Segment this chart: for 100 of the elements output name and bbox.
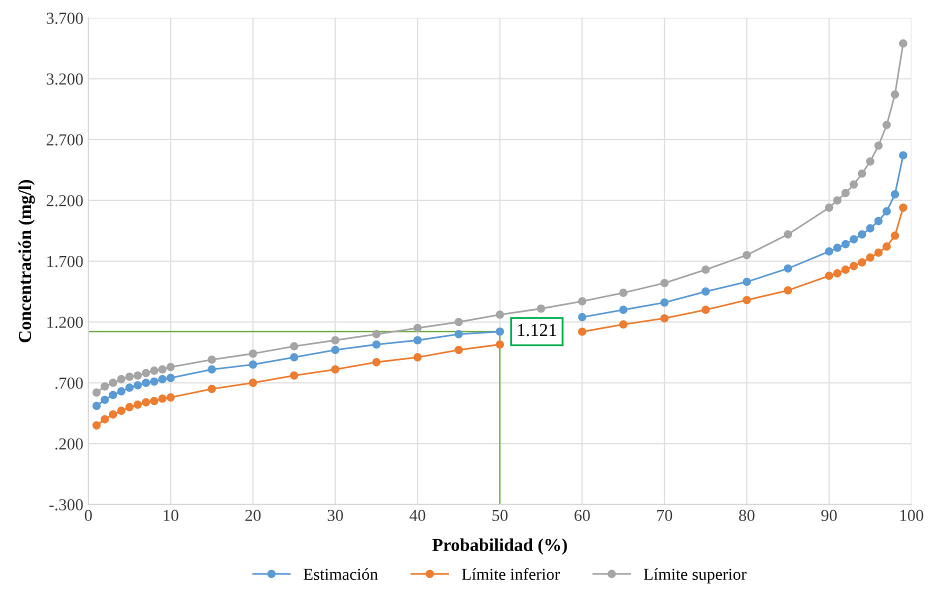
point [331, 336, 340, 344]
point [372, 358, 381, 366]
point [619, 288, 628, 297]
point [208, 365, 216, 374]
point [108, 390, 118, 400]
point [866, 253, 874, 262]
point [331, 346, 340, 354]
point [158, 394, 167, 403]
point [248, 378, 258, 387]
y-tick-label: 1.700 [47, 256, 83, 268]
point [92, 388, 101, 397]
x-tick-label: 40 [410, 510, 426, 522]
point [290, 342, 298, 350]
point [142, 368, 150, 378]
point [874, 248, 883, 257]
point [142, 398, 150, 406]
x-tick-label: 0 [84, 510, 92, 522]
point [134, 400, 142, 409]
x-tick-label: 20 [245, 510, 261, 522]
point [290, 353, 298, 362]
point [413, 353, 422, 362]
point [208, 356, 216, 364]
y-tick-label: .200 [55, 438, 83, 450]
point [290, 371, 298, 380]
point [660, 298, 669, 307]
point [742, 278, 751, 286]
point [858, 230, 866, 239]
point [833, 244, 842, 252]
point [454, 330, 463, 338]
point [742, 250, 751, 260]
x-tick-label: 50 [492, 510, 508, 522]
point [660, 314, 669, 323]
point [108, 378, 118, 387]
point [372, 340, 381, 349]
point [100, 415, 109, 424]
point [701, 287, 710, 296]
point [899, 39, 908, 48]
point [890, 190, 900, 198]
point [150, 396, 158, 406]
point [858, 169, 866, 178]
point [882, 207, 891, 216]
point [850, 235, 858, 244]
y-tick-label: 2.700 [46, 134, 83, 146]
point [134, 381, 142, 390]
point [92, 402, 101, 410]
y-tick-label: 1.200 [47, 316, 83, 328]
point [100, 396, 109, 404]
legend-label: Límite superior [644, 568, 746, 584]
point [248, 349, 258, 358]
x-tick-label: 90 [821, 510, 837, 522]
point [117, 387, 126, 396]
point [742, 296, 751, 304]
point [100, 382, 109, 391]
legend-label: Límite inferior [462, 568, 560, 580]
point [134, 371, 142, 380]
point [890, 90, 900, 99]
y-tick-label: 3.700 [46, 12, 83, 24]
point [784, 264, 792, 273]
point [824, 247, 834, 256]
point [496, 310, 504, 319]
point [454, 318, 463, 326]
point [166, 374, 175, 382]
point [208, 384, 216, 394]
point [331, 365, 340, 374]
y-axis-title: Concentración (mg/l) [18, 180, 35, 342]
point [833, 196, 842, 205]
point [496, 340, 504, 349]
point [882, 242, 891, 251]
point [890, 231, 900, 240]
point [701, 266, 710, 274]
point [833, 269, 842, 278]
point [578, 328, 586, 336]
point [841, 240, 850, 248]
point [619, 306, 628, 314]
point [92, 421, 101, 430]
point [866, 157, 874, 166]
y-tick-label: .700 [55, 378, 83, 389]
point [899, 151, 908, 160]
point [858, 258, 866, 267]
point [850, 262, 858, 270]
point [142, 378, 150, 387]
point [866, 224, 874, 233]
point [701, 306, 710, 314]
point [874, 141, 883, 150]
legend-label: Estimación [304, 568, 378, 580]
point [824, 272, 834, 280]
point [125, 372, 134, 381]
point [578, 297, 586, 306]
x-tick-label: 70 [657, 510, 672, 522]
x-tick-label: 80 [739, 510, 754, 522]
point [850, 180, 858, 189]
point [841, 188, 850, 198]
x-tick-label: 10 [164, 510, 178, 522]
point [108, 410, 118, 419]
point [150, 377, 158, 386]
point [166, 362, 175, 372]
point [578, 312, 586, 322]
x-tick-label: 30 [328, 510, 343, 522]
point [536, 304, 546, 313]
point [660, 278, 669, 288]
